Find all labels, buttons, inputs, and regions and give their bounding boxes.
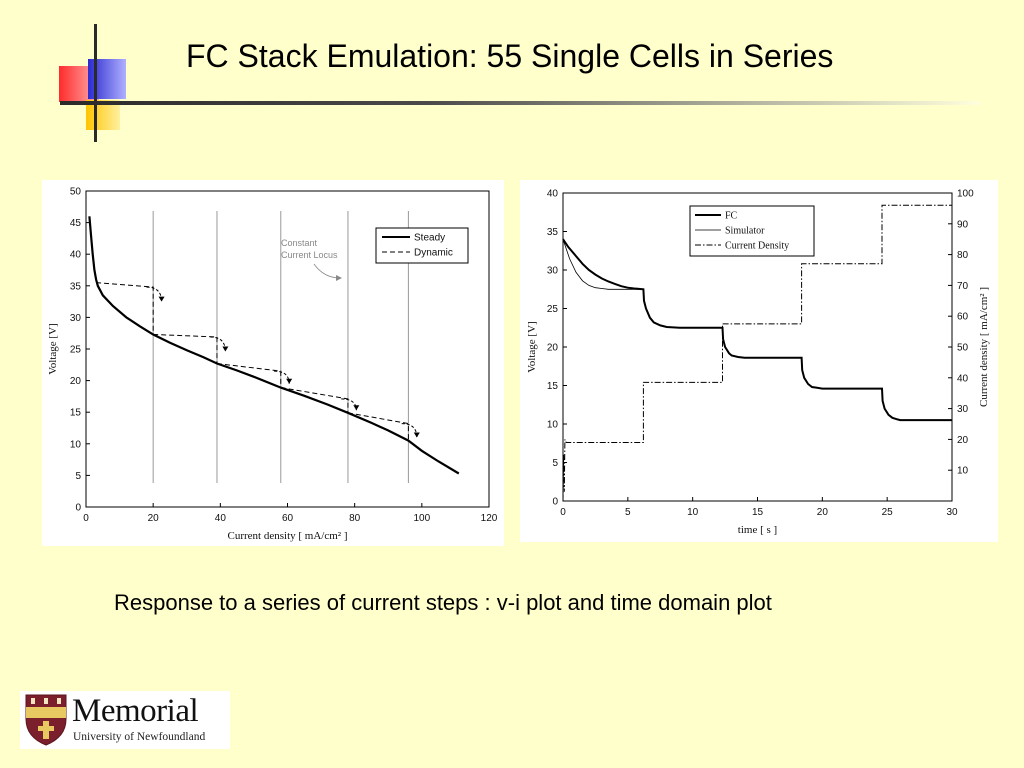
dynamic-arrowhead-2 — [286, 378, 293, 384]
x-tick-label-2: 10 — [687, 507, 699, 518]
university-logo: Memorial University of Newfoundland — [20, 691, 230, 749]
title-underline — [60, 101, 980, 105]
y2-tick-label-6: 70 — [957, 281, 969, 292]
dynamic-arrow-4 — [401, 423, 418, 438]
y2-tick-label-1: 20 — [957, 435, 969, 446]
logo-subtitle: University of Newfoundland — [73, 731, 206, 743]
y-tick-label-2: 10 — [70, 439, 82, 450]
x-tick-label-3: 15 — [752, 507, 764, 518]
y-tick-label-0: 0 — [552, 497, 558, 508]
y2-axis-label: Current density [ mA/cm² ] — [978, 287, 990, 407]
dynamic-arrowhead-0 — [158, 296, 165, 302]
x-tick-label-0: 0 — [560, 507, 566, 518]
y-tick-label-2: 10 — [547, 420, 559, 431]
y-tick-label-3: 15 — [547, 381, 559, 392]
dynamic-arrow-1 — [210, 336, 226, 352]
x-tick-label-3: 60 — [282, 513, 294, 524]
y-tick-label-10: 50 — [70, 187, 82, 198]
slide-title: FC Stack Emulation: 55 Single Cells in S… — [186, 38, 834, 74]
y-tick-label-9: 45 — [70, 218, 82, 229]
steady-curve — [88, 216, 460, 475]
current-density-line — [562, 204, 952, 502]
dynamic-step-4 — [347, 412, 409, 441]
x-tick-label-0: 0 — [83, 513, 89, 524]
x-axis-label: Current density [ mA/cm² ] — [228, 530, 348, 542]
dynamic-arrowhead-4 — [413, 432, 420, 438]
x-tick-label-4: 20 — [817, 507, 829, 518]
vi-chart-svg: 0 20 40 60 80 100 120 0 5 10 15 20 25 30 35 40 45 50 Curre… — [47, 187, 498, 543]
fc-line — [562, 238, 952, 422]
dynamic-arrow-0 — [146, 286, 163, 302]
y-tick-label-8: 40 — [547, 189, 559, 200]
y2-tick-label-5: 60 — [957, 312, 969, 323]
simulator-line — [562, 239, 644, 290]
y-tick-label-6: 30 — [70, 313, 82, 324]
y-tick-label-3: 15 — [70, 408, 82, 419]
dynamic-arrow-3 — [341, 398, 357, 411]
y-tick-label-1: 5 — [75, 471, 81, 482]
x-tick-label-5: 25 — [882, 507, 894, 518]
dynamic-arrowhead-3 — [353, 405, 360, 411]
y-tick-label-4: 20 — [70, 376, 82, 387]
title-deco-yellow-square — [86, 100, 120, 130]
annotation-arrowhead — [336, 275, 342, 281]
y-tick-label-5: 25 — [70, 345, 82, 356]
x-tick-label-4: 80 — [349, 513, 361, 524]
dynamic-arrow-2 — [274, 370, 290, 384]
y-tick-label-4: 20 — [547, 343, 559, 354]
y-tick-label-5: 25 — [547, 304, 559, 315]
y2-tick-label-9: 100 — [957, 189, 974, 200]
time-chart-svg: 0 5 10 15 20 25 30 0 5 10 15 20 25 30 35 40 10 20 30 40 50 60… — [526, 189, 990, 537]
legend-current-density-label: Current Density — [725, 241, 789, 252]
dynamic-step-0 — [96, 282, 154, 335]
x-tick-label-1: 5 — [625, 507, 631, 518]
legend-simulator-label: Simulator — [725, 226, 765, 237]
y-axis-label: Voltage [V] — [47, 323, 59, 374]
crest-icon — [25, 694, 67, 746]
x-tick-label-1: 20 — [148, 513, 160, 524]
slide-caption: Response to a series of current steps : … — [114, 590, 772, 615]
y2-tick-label-8: 90 — [957, 219, 969, 230]
x-tick-label-6: 30 — [946, 507, 958, 518]
y-tick-label-7: 35 — [547, 227, 559, 238]
y-tick-label-0: 0 — [75, 503, 81, 514]
dynamic-step-1 — [153, 333, 218, 364]
y-tick-label-8: 40 — [70, 250, 82, 261]
title-deco-vertical-line — [94, 24, 97, 142]
y-tick-label-6: 30 — [547, 266, 559, 277]
x-tick-label-5: 100 — [413, 513, 430, 524]
y-tick-label-7: 35 — [70, 281, 82, 292]
legend-fc-label: FC — [725, 211, 738, 222]
dynamic-arrowhead-1 — [222, 346, 229, 352]
y2-tick-label-2: 30 — [957, 404, 969, 415]
x-tick-label-6: 120 — [481, 513, 498, 524]
x-axis-label: time [ s ] — [738, 524, 777, 536]
x-tick-label-2: 40 — [215, 513, 227, 524]
y-axis-label: Voltage [V] — [526, 321, 538, 372]
y-tick-label-1: 5 — [552, 458, 558, 469]
time-plot-panel: 0 5 10 15 20 25 30 0 5 10 15 20 25 30 35 40 10 20 30 40 50 60… — [520, 180, 998, 542]
y2-tick-label-7: 80 — [957, 250, 969, 261]
y2-tick-label-4: 50 — [957, 343, 969, 354]
y2-tick-label-0: 10 — [957, 466, 969, 477]
legend-steady-label: Steady — [414, 233, 445, 244]
annotation-line-1: Constant — [281, 238, 318, 248]
y2-tick-label-3: 40 — [957, 373, 969, 384]
annotation-line-2: Current Locus — [281, 250, 338, 260]
legend-dynamic-label: Dynamic — [414, 248, 453, 259]
dynamic-step-2 — [216, 363, 282, 388]
dynamic-step-3 — [280, 387, 349, 413]
legend-box — [375, 227, 469, 264]
vi-plot-panel: 0 20 40 60 80 100 120 0 5 10 15 20 25 30 35 40 45 50 Curre… — [42, 180, 504, 546]
logo-name: Memorial — [72, 693, 199, 729]
